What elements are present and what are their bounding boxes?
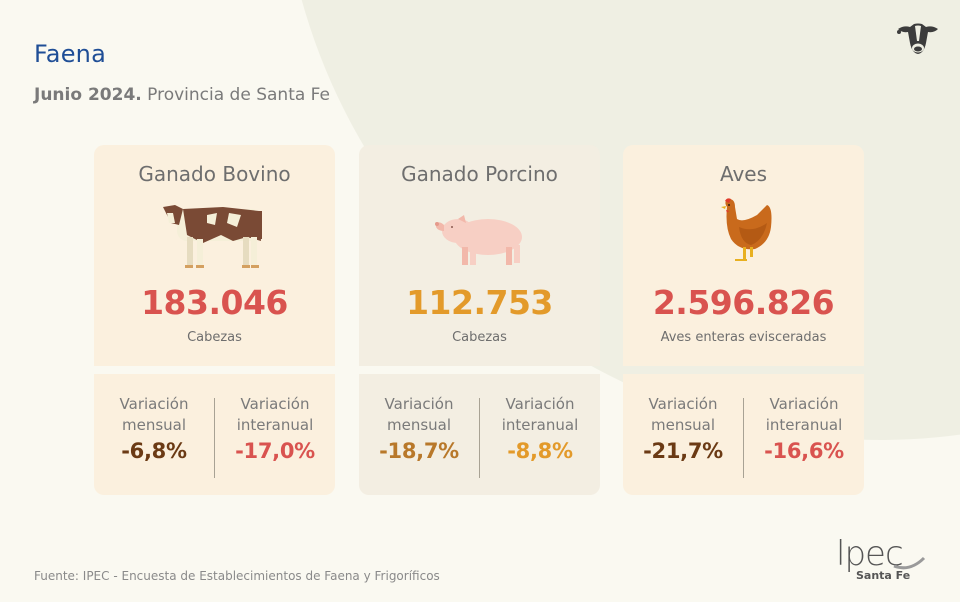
card-aves-variations: Variación mensual -21,7% Variación inter…	[623, 374, 864, 495]
variation-yearly-value: -17,0%	[235, 439, 315, 463]
variation-label: interanual	[501, 416, 579, 434]
porcino-unit: Cabezas	[452, 330, 507, 345]
logo-wordmark: lpec	[836, 534, 904, 574]
variation-monthly: Variación mensual -6,8%	[94, 394, 214, 463]
variation-yearly: Variación interanual -8,8%	[480, 394, 600, 463]
ipec-logo: lpec Santa Fe	[834, 534, 926, 586]
variation-label: Variación	[240, 395, 310, 413]
card-title: Ganado Bovino	[138, 162, 291, 186]
cow-icon	[162, 205, 262, 268]
logo-subtitle: Santa Fe	[856, 569, 911, 582]
variation-label: Variación	[648, 395, 718, 413]
bovino-total: 183.046	[141, 283, 288, 322]
variation-label: mensual	[650, 416, 716, 434]
variation-monthly-value: -6,8%	[121, 439, 187, 463]
variation-label: Variación	[119, 395, 189, 413]
pig-icon	[434, 215, 522, 265]
aves-total: 2.596.826	[652, 283, 835, 322]
source-footnote: Fuente: IPEC - Encuesta de Establecimien…	[34, 569, 440, 583]
subtitle-region: Provincia de Santa Fe	[141, 85, 330, 105]
porcino-total: 112.753	[406, 283, 553, 322]
variation-yearly: Variación interanual -17,0%	[215, 394, 335, 463]
variation-monthly: Variación mensual -18,7%	[359, 394, 479, 463]
variation-label: mensual	[386, 416, 452, 434]
variation-monthly-value: -18,7%	[379, 439, 459, 463]
card-porcino: Ganado Porcino 112.753 Cabezas	[359, 145, 600, 366]
card-aves: Aves 2.596.826 Aves enteras evisceradas	[623, 145, 864, 366]
variation-label: mensual	[121, 416, 187, 434]
variation-label: Variación	[384, 395, 454, 413]
card-bovino: Ganado Bovino 183.046 Cabezas	[94, 145, 335, 366]
variation-label: interanual	[236, 416, 314, 434]
page-title: Faena	[34, 40, 106, 68]
divider	[743, 398, 744, 478]
variation-monthly-value: -21,7%	[643, 439, 723, 463]
variation-yearly-value: -16,6%	[764, 439, 844, 463]
variation-label: Variación	[769, 395, 839, 413]
divider	[214, 398, 215, 478]
card-title: Aves	[719, 162, 768, 186]
subtitle-date: Junio 2024.	[34, 85, 142, 105]
variation-monthly: Variación mensual -21,7%	[623, 394, 743, 463]
page-subtitle: Junio 2024. Provincia de Santa Fe	[34, 85, 330, 105]
variation-label: Variación	[505, 395, 575, 413]
card-porcino-variations: Variación mensual -18,7% Variación inter…	[359, 374, 600, 495]
card-bovino-variations: Variación mensual -6,8% Variación intera…	[94, 374, 335, 495]
variation-yearly: Variación interanual -16,6%	[744, 394, 864, 463]
divider	[479, 398, 480, 478]
logo-swoosh-icon	[893, 556, 926, 570]
aves-unit: Aves enteras evisceradas	[660, 330, 827, 345]
card-title: Ganado Porcino	[401, 162, 558, 186]
cow-head-icon	[897, 23, 938, 54]
variation-yearly-value: -8,8%	[507, 439, 573, 463]
bovino-unit: Cabezas	[187, 330, 242, 345]
chicken-icon	[720, 198, 771, 261]
variation-label: interanual	[765, 416, 843, 434]
